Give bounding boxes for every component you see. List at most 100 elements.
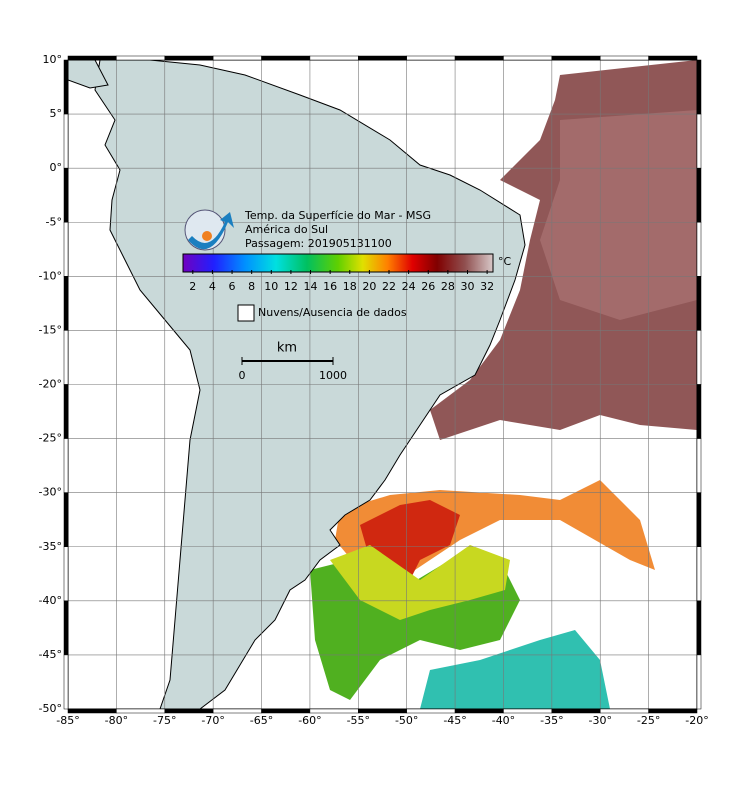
frame-segment: [599, 55, 649, 61]
frame-segment: [309, 55, 359, 61]
frame-segment: [696, 167, 702, 223]
frame-segment: [648, 708, 698, 714]
colorbar-tick-label: 18: [343, 280, 357, 293]
colorbar-tick-label: 20: [362, 280, 376, 293]
frame-segment: [212, 55, 262, 61]
sst-tropical-light: [540, 110, 697, 320]
colorbar-tick-label: 32: [480, 280, 494, 293]
scale-bar: 0 1000: [239, 357, 347, 382]
colorbar-tick-label: 22: [382, 280, 396, 293]
logo-arrow: [188, 212, 234, 250]
colorbar-tick-label: 12: [284, 280, 298, 293]
y-tick-label: -45°: [39, 648, 62, 661]
frame-segment: [696, 438, 702, 493]
y-tick-label: -10°: [39, 269, 62, 282]
frame-segment: [454, 708, 504, 714]
frame-segment: [63, 330, 69, 385]
frame-segment: [261, 708, 311, 714]
frame-segment: [63, 222, 69, 277]
y-tick-label: -15°: [39, 323, 62, 336]
colorbar-tick-label: 4: [209, 280, 216, 293]
y-tick-label: -30°: [39, 486, 62, 499]
frame-segment: [63, 492, 69, 547]
central-america: [68, 60, 109, 89]
frame-segment: [696, 492, 702, 547]
colorbar-unit: °C: [498, 255, 512, 268]
frame-segment: [503, 708, 553, 714]
scale-label: 0: [239, 369, 246, 382]
x-tick-label: -70°: [201, 714, 224, 727]
colorbar-tick-label: 30: [460, 280, 474, 293]
frame-segment: [63, 600, 69, 656]
y-tick-label: -25°: [39, 432, 62, 445]
frame-segment: [63, 167, 69, 223]
frame-segment: [551, 55, 601, 61]
frame-segment: [358, 708, 407, 714]
frame-segment: [696, 59, 702, 115]
frame-segment: [63, 113, 69, 169]
x-tick-label: -30°: [588, 714, 611, 727]
colorbar-ticks: 2 4 6 8 10 12 14 16 18 20 22 24 26 28 30 32: [189, 270, 494, 293]
frame-segment: [67, 55, 117, 61]
frame-segment: [696, 276, 702, 331]
frame-segment: [696, 546, 702, 602]
frame-segment: [696, 113, 702, 169]
frame-segment: [696, 222, 702, 277]
legend-swatch: [237, 304, 255, 322]
frame-segment: [164, 55, 214, 61]
sst-cyan: [420, 630, 610, 709]
frame-segment: [358, 55, 407, 61]
sst-yellow: [330, 545, 510, 620]
x-tick-label: -40°: [492, 714, 515, 727]
x-tick-label: -55°: [347, 714, 370, 727]
y-tick-label: -20°: [39, 378, 62, 391]
frame-segment: [67, 708, 117, 714]
colorbar-tick-label: 28: [441, 280, 455, 293]
frame-segment: [63, 438, 69, 493]
colorbar-tick-label: 14: [304, 280, 318, 293]
frame-segment: [599, 708, 649, 714]
frame-segment: [63, 276, 69, 331]
logo: [184, 209, 234, 251]
y-tick-label: 5°: [50, 107, 63, 120]
x-tick-label: -80°: [105, 714, 128, 727]
title-line: América do Sul: [245, 223, 328, 236]
logo-dot: [202, 231, 212, 241]
frame-border: [63, 55, 702, 714]
frame-segment: [116, 708, 166, 714]
frame-segment: [63, 59, 69, 115]
y-tick-label: -50°: [39, 702, 62, 715]
frame-segment: [309, 708, 359, 714]
frame-segment: [503, 55, 553, 61]
scale-label: 1000: [319, 369, 347, 382]
x-tick-label: -60°: [298, 714, 321, 727]
x-tick-label: -45°: [443, 714, 466, 727]
frame-segment: [454, 55, 504, 61]
frame-segment: [116, 55, 166, 61]
frame-segment: [212, 708, 262, 714]
title-line: Temp. da Superfície do Mar - MSG: [244, 209, 431, 222]
title-line: Passagem: 201905131100: [245, 237, 392, 250]
y-tick-label: -40°: [39, 594, 62, 607]
y-tick-label: 0°: [50, 161, 63, 174]
frame-segment: [63, 654, 69, 710]
colorbar-tick-label: 6: [229, 280, 236, 293]
frame-segment: [696, 600, 702, 656]
x-tick-label: -20°: [685, 714, 708, 727]
colorbar-tick-label: 16: [323, 280, 337, 293]
x-tick-label: -65°: [250, 714, 273, 727]
x-tick-label: -25°: [637, 714, 660, 727]
frame-segment: [551, 708, 601, 714]
colorbar-tick-label: 24: [402, 280, 416, 293]
frame-segment: [696, 384, 702, 439]
scale-unit: km: [277, 341, 297, 356]
x-tick-label: -50°: [395, 714, 418, 727]
colorbar-tick-label: 26: [421, 280, 435, 293]
frame-segment: [648, 55, 698, 61]
y-tick-label: 10°: [43, 53, 63, 66]
frame-segment: [63, 546, 69, 602]
legend-label: Nuvens/Ausencia de dados: [258, 306, 407, 319]
colorbar-tick-label: 2: [189, 280, 196, 293]
frame-segment: [164, 708, 214, 714]
